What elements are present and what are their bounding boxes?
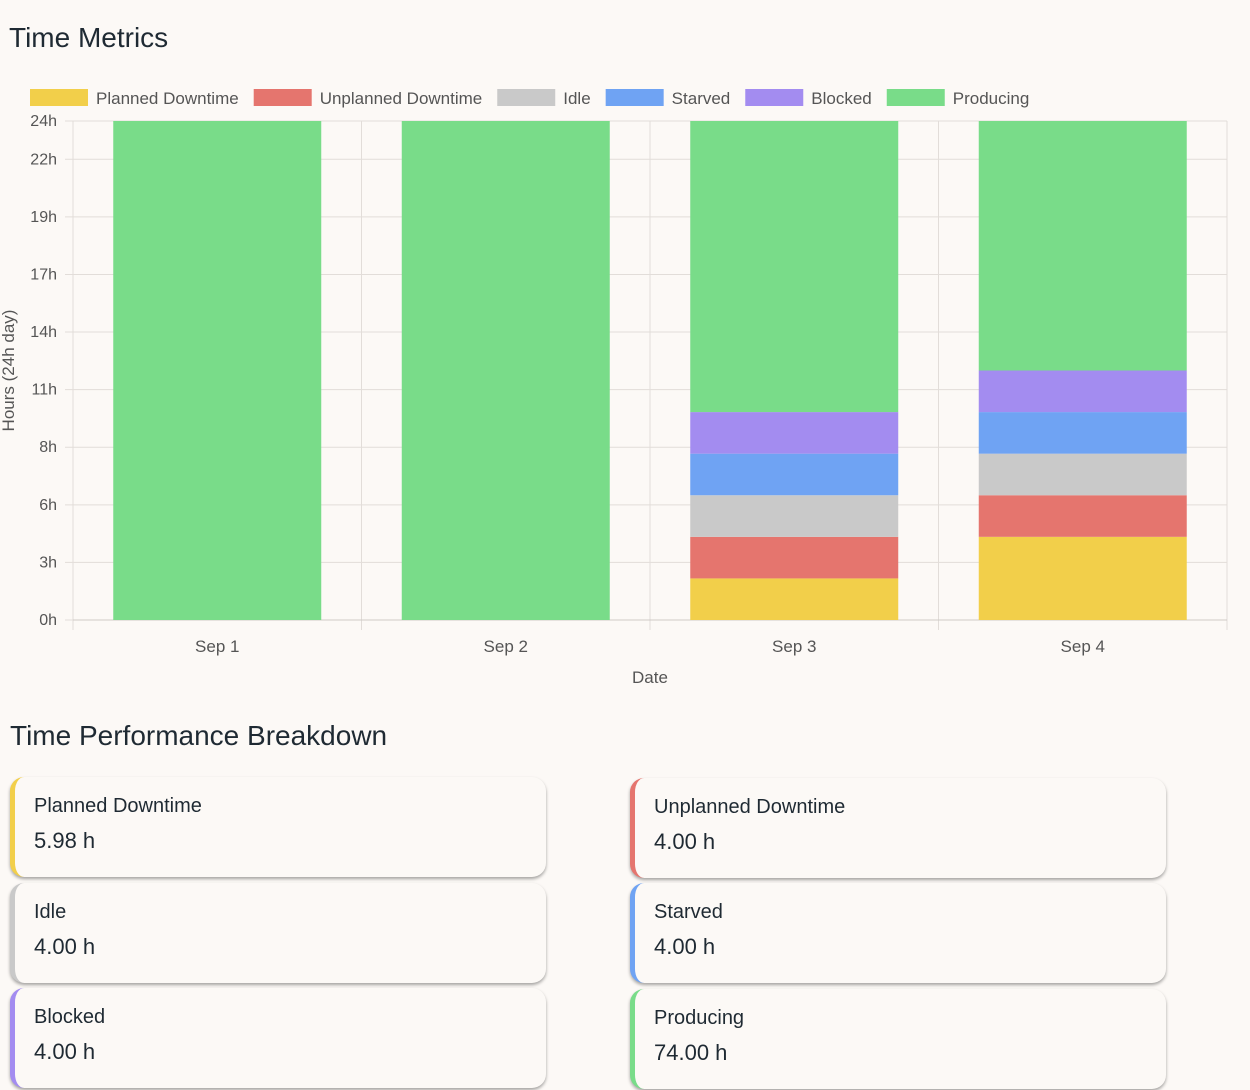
x-tick-label: Sep 2 bbox=[484, 637, 528, 656]
y-tick-label: 14h bbox=[30, 324, 57, 341]
legend-swatch bbox=[30, 89, 88, 106]
card-value: 4.00 h bbox=[34, 1039, 96, 1064]
y-tick-label: 24h bbox=[30, 113, 57, 130]
legend-swatch bbox=[745, 89, 804, 106]
bar-blocked bbox=[978, 370, 1187, 413]
legend-swatch bbox=[886, 89, 945, 106]
legend-swatch bbox=[253, 89, 312, 106]
card-starved: Starved 4.00 h bbox=[630, 883, 1166, 983]
card-unplanned-downtime: Unplanned Downtime 4.00 h bbox=[630, 778, 1166, 878]
y-tick-label: 11h bbox=[31, 382, 57, 399]
bar-planned-downtime bbox=[690, 578, 899, 620]
card-value: 4.00 h bbox=[34, 934, 96, 959]
bar-unplanned-downtime bbox=[690, 536, 899, 579]
y-tick-label: 6h bbox=[39, 497, 57, 514]
y-axis-title: Hours (24h day) bbox=[0, 310, 18, 432]
card-producing: Producing 74.00 h bbox=[630, 989, 1166, 1089]
legend-label: Producing bbox=[953, 89, 1030, 108]
card-value: 74.00 h bbox=[654, 1040, 728, 1065]
bar-idle bbox=[978, 453, 1187, 496]
card-blocked: Blocked 4.00 h bbox=[10, 988, 546, 1088]
card-label: Blocked bbox=[34, 1006, 106, 1028]
bar-starved bbox=[978, 412, 1187, 454]
x-tick-label: Sep 4 bbox=[1061, 637, 1105, 656]
legend-label: Planned Downtime bbox=[96, 89, 239, 108]
legend-label: Unplanned Downtime bbox=[320, 89, 483, 108]
legend-label: Starved bbox=[672, 89, 731, 108]
y-tick-label: 22h bbox=[30, 151, 57, 168]
bar-producing bbox=[401, 121, 610, 620]
card-planned-downtime: Planned Downtime 5.98 h bbox=[10, 777, 546, 877]
legend-label: Idle bbox=[563, 89, 590, 108]
x-axis-title: Date bbox=[632, 668, 668, 687]
card-value: 4.00 h bbox=[654, 934, 716, 959]
legend-swatch bbox=[605, 89, 664, 106]
y-tick-label: 0h bbox=[39, 612, 57, 629]
legend-label: Blocked bbox=[811, 89, 871, 108]
bar-starved bbox=[690, 453, 899, 496]
stacked-bar-chart: 0h 3h 6h 8h 11h 14h 17h 19h 22h 24h Sep 1 Sep 2 Sep … bbox=[0, 89, 1228, 687]
y-tick-label: 19h bbox=[30, 209, 57, 226]
x-tick-label: Sep 1 bbox=[195, 637, 239, 656]
card-idle: Idle 4.00 h bbox=[10, 883, 546, 983]
card-value: 4.00 h bbox=[654, 829, 716, 854]
bar-producing bbox=[690, 121, 899, 413]
bar-blocked bbox=[690, 412, 899, 454]
bar-unplanned-downtime bbox=[978, 495, 1187, 537]
y-tick-label: 3h bbox=[39, 554, 57, 571]
bar-producing bbox=[978, 121, 1187, 371]
card-label: Unplanned Downtime bbox=[654, 796, 846, 818]
card-label: Planned Downtime bbox=[34, 795, 202, 817]
breakdown-title: Time Performance Breakdown bbox=[10, 720, 388, 751]
bar-planned-downtime bbox=[978, 536, 1187, 620]
chart-title: Time Metrics bbox=[9, 22, 169, 53]
legend-swatch bbox=[497, 89, 556, 106]
card-value: 5.98 h bbox=[34, 828, 96, 853]
bar-idle bbox=[690, 495, 899, 537]
card-label: Starved bbox=[654, 901, 723, 923]
card-label: Idle bbox=[34, 901, 67, 923]
bar-producing bbox=[113, 121, 322, 620]
y-tick-label: 17h bbox=[30, 266, 57, 283]
x-tick-label: Sep 3 bbox=[772, 637, 816, 656]
card-label: Producing bbox=[654, 1007, 745, 1029]
y-tick-label: 8h bbox=[39, 439, 57, 456]
